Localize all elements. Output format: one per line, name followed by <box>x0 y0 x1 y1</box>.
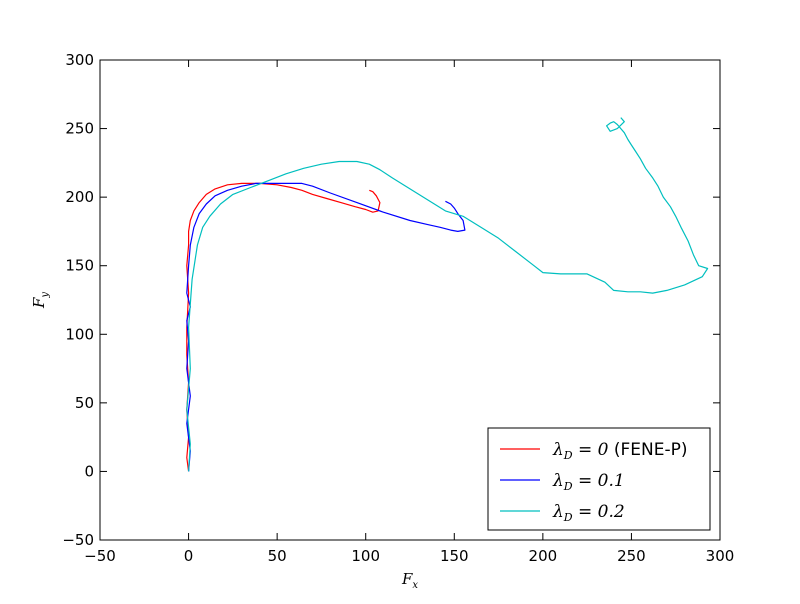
x-tick-label: 150 <box>440 547 469 565</box>
y-tick-label: 100 <box>65 325 94 343</box>
y-tick-label: 50 <box>75 394 94 412</box>
legend-label: λD = 0.1 <box>552 471 625 493</box>
y-tick-label: 300 <box>65 51 94 69</box>
x-tick-label: 50 <box>268 547 287 565</box>
y-tick-label: 150 <box>65 257 94 275</box>
x-tick-label: 300 <box>706 547 735 565</box>
x-tick-label: 250 <box>617 547 646 565</box>
legend: λD = 0 (FENE-P) λD = 0.1 λD = 0.2 <box>487 427 711 531</box>
x-tick-label: 100 <box>351 547 380 565</box>
plot-area <box>186 117 709 472</box>
legend-label: λD = 0.2 <box>552 502 625 524</box>
y-tick-label: 250 <box>65 120 94 138</box>
y-tick-label: 200 <box>65 188 94 206</box>
y-tick-label: 0 <box>84 462 94 480</box>
series-line-2 <box>186 117 709 472</box>
series-line-1 <box>186 182 466 472</box>
x-tick-label: −50 <box>84 547 116 565</box>
x-tick-label: 0 <box>184 547 194 565</box>
ticks-layer: −50 0 50 100 150 200 250 300 −50 0 50 100 150 200 250 3… <box>62 51 734 565</box>
x-tick-label: 200 <box>529 547 558 565</box>
series-line-0 <box>186 182 381 472</box>
legend-box <box>487 427 711 531</box>
axes-frame <box>99 59 721 541</box>
y-tick-label: −50 <box>62 531 94 549</box>
legend-label: λD = 0 (FENE-P) <box>552 440 688 462</box>
